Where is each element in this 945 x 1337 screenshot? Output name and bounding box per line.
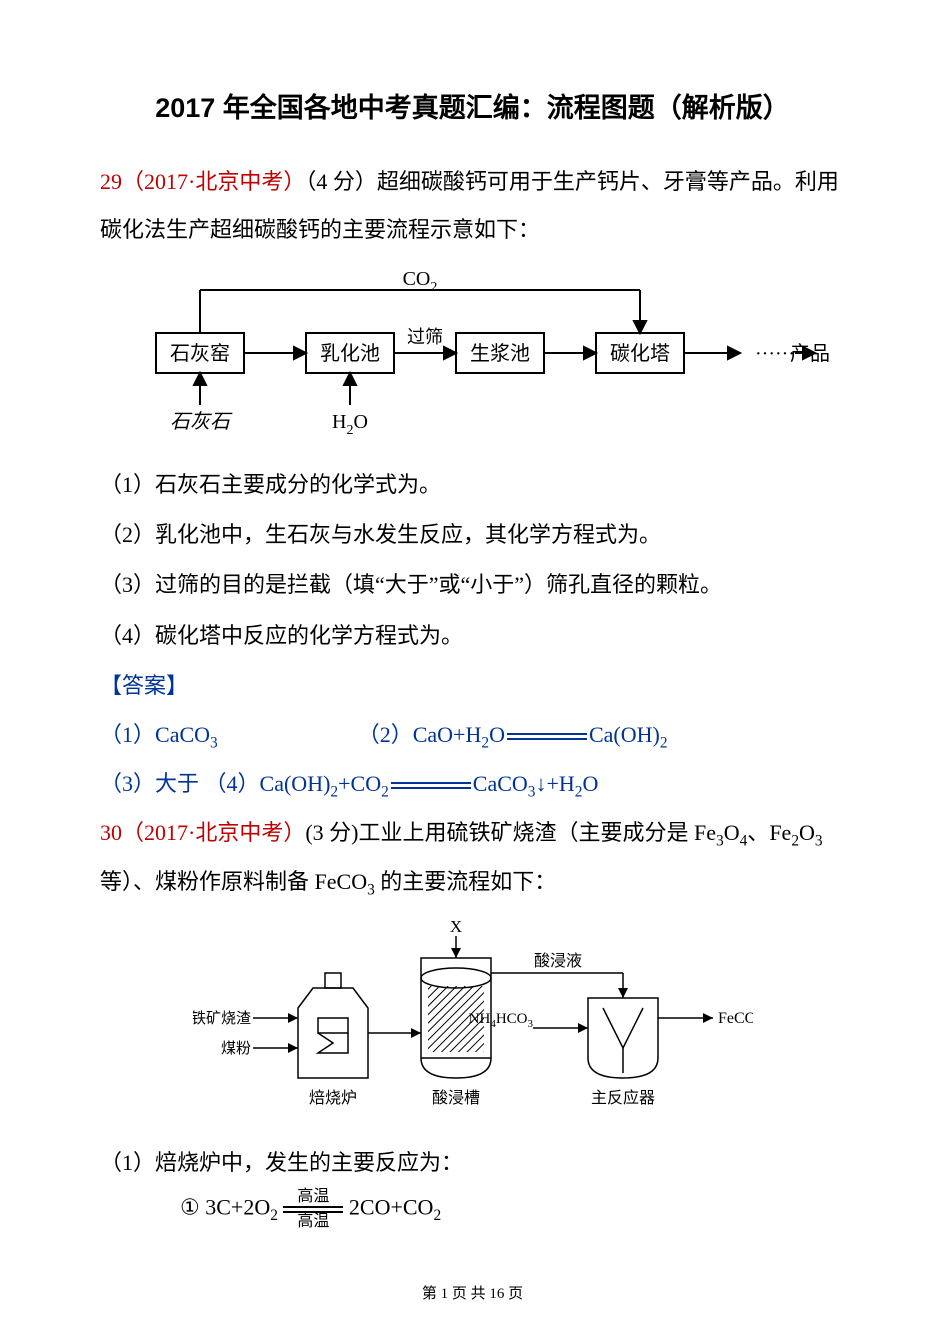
co2-sub: 2 [430,280,437,295]
a2-lhs: CaO+H [413,722,482,747]
flowchart-1: CO2 石灰窑 乳化池 生浆池 碳化塔 过筛 [100,265,845,455]
a4-lhs-2s: 2 [381,783,389,800]
cond-bottom: 高温 [297,1214,329,1230]
fe2o3-m: O [799,820,815,845]
arrow-label-sieve: 过筛 [407,327,443,347]
input-x: X [449,918,461,936]
a2-label: （2） [358,722,413,747]
page-total: 16 [489,1286,504,1302]
q29-sub2: （2）乳化池中，生石灰与水发生反应，其化学方程式为。 [100,511,845,559]
q30-equation: ① 3C+2O2 高温 高温 2CO+CO2 [180,1189,845,1230]
a4-lhs-1: Ca(OH) [260,771,331,796]
fe2o3-s1: 2 [791,832,799,849]
out-feco3: FeCO [718,1010,753,1027]
nh4hco3-s2: 3 [527,1018,533,1030]
fe3o4-m: O [724,820,740,845]
a1-label: （1） [100,722,155,747]
answer-heading: 【答案】 [100,662,845,710]
fe3o4: Fe [694,820,716,845]
a4-label: （4） [205,771,260,796]
fe2o3: Fe [769,820,791,845]
flowchart-2: X 酸浸液 NH4HCO3 [100,918,845,1133]
box-carbonation: 碳化塔 [610,342,670,365]
a4-rhs-2: ↓+H [536,771,575,796]
q30-lead-b: 等）、煤粉作原料制备 [100,869,315,894]
page-current: 1 [441,1286,449,1302]
reaction-arrow-stack: 高温 高温 [283,1189,343,1230]
footer-suffix: 页 [504,1286,523,1302]
input-h2o-tail: O [354,411,368,433]
q29-source: （2017·北京中考） [122,169,305,194]
label-acid-liquid: 酸浸液 [533,952,581,970]
q29-number: 29 [100,169,122,194]
a2-lhs2: O [489,722,505,747]
svg-text:H2O: H2O [332,411,368,438]
q29-points: （4 分） [305,169,377,194]
a3-label: （3） [100,771,155,796]
product-label: 产品 [790,342,830,365]
q30-number: 30 [100,820,122,845]
page-title: 2017 年全国各地中考真题汇编：流程图题（解析版） [100,90,845,128]
a2-lhs-sub: 2 [481,734,489,751]
q30-lead-a: 工业上用硫铁矿烧渣（主要成分是 [358,820,694,845]
page-footer: 第 1 页 共 16 页 [0,1279,945,1309]
feco3-s: 3 [367,882,375,899]
a4-lhs-2: +CO [338,771,381,796]
eq-lhs: 3C+2O [205,1195,270,1220]
q29-sub4: （4）碳化塔中反应的化学方程式为。 [100,612,845,660]
answer-row-2: （3）大于 （4）Ca(OH)2+CO2CaCO3↓+H2O [100,760,845,809]
a4-rhs-2s: 2 [575,783,583,800]
q30-lead-c: 的主要流程如下： [375,869,557,894]
input-limestone: 石灰石 [170,411,233,433]
a1-sub: 3 [210,734,218,751]
a3-text: 大于 [155,771,199,796]
box-emulsion: 乳化池 [320,342,380,365]
nh4hco3: NH [468,1011,490,1027]
nh4hco3-m: HCO [495,1011,527,1027]
fe2o3-s2: 3 [815,832,823,849]
answer-row-1: （1）CaCO3 （2）CaO+H2OCa(OH)2 [100,711,845,760]
eq-line-icon-2 [391,782,471,789]
footer-prefix: 第 [422,1286,441,1302]
q30-lead: 30（2017·北京中考）(3 分)工业上用硫铁矿烧渣（主要成分是 Fe3O4、… [100,809,845,908]
a4-lhs-1s: 2 [330,783,338,800]
input-coal: 煤粉 [220,1040,250,1057]
cond-top: 高温 [297,1189,329,1205]
q30-source: （2017·北京中考） [122,820,305,845]
q29-sub1: （1）石灰石主要成分的化学式为。 [100,461,845,509]
svg-text:FeCO3: FeCO3 [718,1010,753,1030]
input-slag: 硫铁矿烧渣 [193,1010,251,1027]
fe3o4-s1: 3 [716,832,724,849]
eq-line-icon [507,733,587,740]
eq-rhs-1: 2CO+CO [349,1195,434,1220]
a1-text: CaCO [155,722,210,747]
q30-points: (3 分) [305,820,358,845]
q30-sub1: （1）焙烧炉中，发生的主要反应为： [100,1139,845,1187]
a4-rhs-1: CaCO [473,771,528,796]
dev-acid-tank: 酸浸槽 [431,1089,479,1107]
dev-main-reactor: 主反应器 [590,1088,654,1107]
box-lime-kiln: 石灰窑 [170,342,230,365]
box-slurry: 生浆池 [470,342,530,365]
a2-rhs-sub: 2 [660,734,668,751]
footer-mid: 页 共 [448,1286,489,1302]
input-h2o-sub: 2 [347,423,354,438]
q29-lead: 29（2017·北京中考）（4 分）超细碳酸钙可用于生产钙片、牙膏等产品。利用碳… [100,158,845,255]
co2-label: CO [403,268,431,290]
eq-rhs-sub: 2 [433,1207,441,1224]
a4-rhs-3: O [583,771,599,796]
dev-furnace: 焙烧炉 [308,1089,356,1107]
input-h2o: H [332,411,346,433]
double-line-icon [283,1206,343,1213]
a4-rhs-1s: 3 [528,783,536,800]
a2-rhs: Ca(OH) [589,722,660,747]
sep: 、 [747,820,769,845]
eq-lhs-sub: 2 [270,1207,278,1224]
eq-number: ① [180,1195,200,1220]
q29-sub3: （3）过筛的目的是拦截（填“大于”或“小于”）筛孔直径的颗粒。 [100,561,845,609]
svg-text:······: ······ [755,343,795,365]
feco3: FeCO [315,869,368,894]
